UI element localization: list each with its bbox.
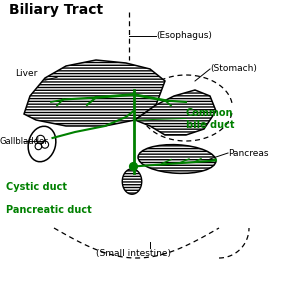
Ellipse shape: [122, 169, 142, 194]
Ellipse shape: [138, 145, 216, 173]
Text: (Esophagus): (Esophagus): [156, 32, 212, 40]
Polygon shape: [135, 90, 216, 135]
Text: Pancreas: Pancreas: [228, 148, 268, 158]
Text: Biliary Tract: Biliary Tract: [9, 3, 103, 17]
Text: (Small intestine): (Small intestine): [96, 249, 171, 258]
Text: Gallbladder: Gallbladder: [0, 137, 49, 146]
Text: Cystic duct: Cystic duct: [6, 182, 67, 193]
Polygon shape: [24, 60, 165, 126]
Ellipse shape: [28, 126, 56, 162]
Text: Common: Common: [186, 107, 233, 118]
Text: (Stomach): (Stomach): [210, 64, 257, 74]
Text: Liver: Liver: [15, 69, 38, 78]
Text: Pancreatic duct: Pancreatic duct: [6, 205, 92, 215]
Circle shape: [130, 163, 137, 170]
Text: bile duct: bile duct: [186, 119, 235, 130]
